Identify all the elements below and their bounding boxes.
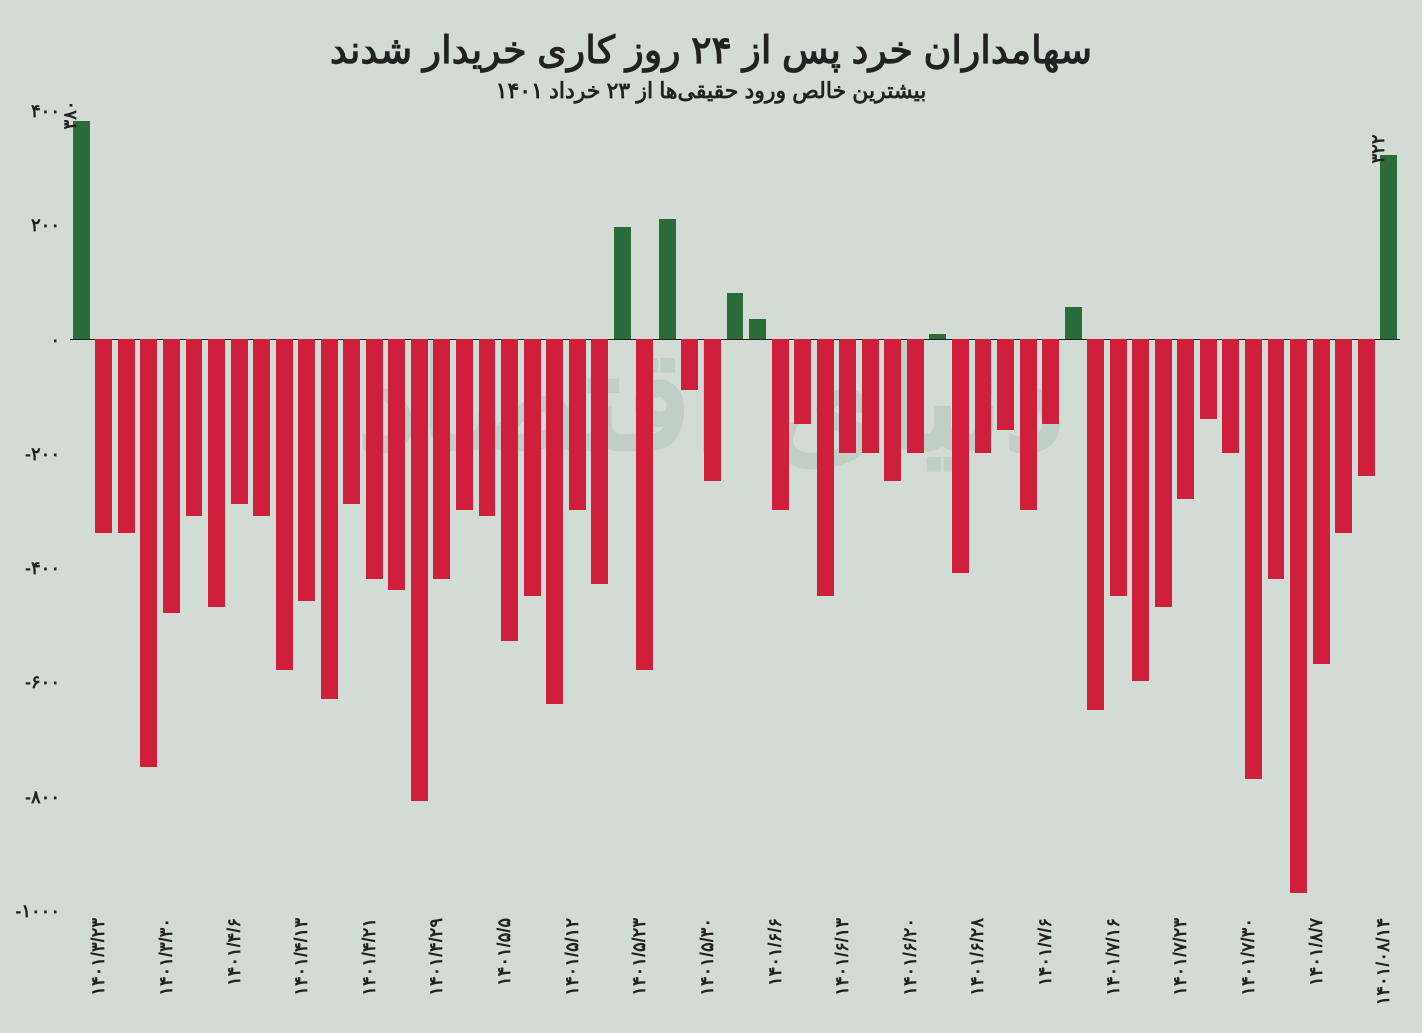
- bar: [1020, 339, 1037, 510]
- x-axis-tick-label: ۱۴۰۱/۰۸/۱۴: [1373, 918, 1394, 1005]
- bar: [456, 339, 473, 510]
- x-axis-tick-label: ۱۴۰۱/۶/۲۸: [967, 918, 988, 996]
- bar: [772, 339, 789, 510]
- bar: [1222, 339, 1239, 453]
- x-axis-tick-label: ۱۴۰۱/۸/۷: [1306, 918, 1327, 986]
- x-axis-tick-label: ۱۴۰۱/۳/۲۳: [88, 918, 109, 996]
- bar: [1065, 307, 1082, 338]
- bar: [1380, 155, 1397, 339]
- bar: [366, 339, 383, 579]
- y-axis-tick-label: -۶۰۰: [0, 672, 60, 693]
- bar: [298, 339, 315, 602]
- y-axis-tick-label: ۲۰۰: [0, 215, 60, 236]
- bar: [276, 339, 293, 670]
- y-axis-tick-label: -۴۰۰: [0, 558, 60, 579]
- bar: [975, 339, 992, 453]
- bar: [636, 339, 653, 670]
- bar: [614, 227, 631, 338]
- bar: [411, 339, 428, 802]
- x-axis-tick-label: ۱۴۰۱/۶/۲۰: [900, 918, 921, 996]
- bar: [163, 339, 180, 613]
- y-axis-tick-label: ۴۰۰: [0, 101, 60, 122]
- bar: [884, 339, 901, 482]
- bar: [1177, 339, 1194, 499]
- bar: [321, 339, 338, 699]
- x-axis-tick-label: ۱۴۰۱/۷/۱۶: [1103, 918, 1124, 996]
- bar: [794, 339, 811, 425]
- bar: [1200, 339, 1217, 419]
- y-axis-tick-label: ۰: [0, 330, 60, 351]
- bar-chart: دنیای اقتصادسهامداران خرد پس از ۲۴ روز ک…: [0, 0, 1422, 1033]
- bar: [704, 339, 721, 482]
- bar: [1132, 339, 1149, 682]
- bar: [343, 339, 360, 505]
- bar: [95, 339, 112, 533]
- bar: [1335, 339, 1352, 533]
- bar: [253, 339, 270, 516]
- bar: [1087, 339, 1104, 710]
- bar: [727, 293, 744, 339]
- bar: [208, 339, 225, 608]
- bar: [1290, 339, 1307, 893]
- x-axis-tick-label: ۱۴۰۱/۵/۵: [494, 918, 515, 986]
- plot-area: ۳۸۰۳۲۲: [70, 110, 1400, 910]
- bar: [1042, 339, 1059, 425]
- bar: [1245, 339, 1262, 779]
- x-axis-tick-label: ۱۴۰۱/۷/۳۰: [1238, 918, 1259, 996]
- bar: [1358, 339, 1375, 476]
- x-axis-tick-label: ۱۴۰۱/۳/۳۰: [156, 918, 177, 996]
- y-axis-tick-label: -۸۰۰: [0, 787, 60, 808]
- x-axis-tick-label: ۱۴۰۱/۴/۶: [224, 918, 245, 986]
- y-axis-tick-label: -۱۰۰۰: [0, 901, 60, 922]
- bar: [1313, 339, 1330, 665]
- bar: [862, 339, 879, 453]
- bar-value-label: ۳۸۰: [60, 95, 81, 135]
- bar: [546, 339, 563, 705]
- bar: [524, 339, 541, 596]
- bar: [1155, 339, 1172, 608]
- bar: [749, 319, 766, 339]
- y-axis-tick-label: -۲۰۰: [0, 444, 60, 465]
- x-axis-tick-label: ۱۴۰۱/۶/۶: [765, 918, 786, 986]
- bar: [186, 339, 203, 516]
- bar: [817, 339, 834, 596]
- bar: [659, 219, 676, 339]
- bar-value-label: ۳۲۲: [1368, 129, 1389, 169]
- x-axis-tick-label: ۱۴۰۱/۵/۳۰: [697, 918, 718, 996]
- bar: [997, 339, 1014, 430]
- x-axis-tick-label: ۱۴۰۱/۴/۲۹: [426, 918, 447, 996]
- x-axis-tick-label: ۱۴۰۱/۵/۲۳: [629, 918, 650, 996]
- bar: [433, 339, 450, 579]
- bar: [140, 339, 157, 768]
- chart-subtitle: بیشترین خالص ورود حقیقی‌ها از ۲۳ خرداد ۱…: [0, 78, 1422, 104]
- bar: [73, 121, 90, 338]
- bar: [681, 339, 698, 390]
- bar: [907, 339, 924, 453]
- bar: [929, 334, 946, 339]
- bar: [388, 339, 405, 590]
- x-axis-tick-label: ۱۴۰۱/۴/۲۱: [359, 918, 380, 996]
- bar: [1110, 339, 1127, 596]
- bar: [231, 339, 248, 505]
- bar: [839, 339, 856, 453]
- x-axis-tick-label: ۱۴۰۱/۷/۲۳: [1170, 918, 1191, 996]
- bar: [479, 339, 496, 516]
- x-axis-tick-label: ۱۴۰۱/۵/۱۲: [562, 918, 583, 996]
- bar: [569, 339, 586, 510]
- chart-title: سهامداران خرد پس از ۲۴ روز کاری خریدار ش…: [0, 28, 1422, 73]
- bar: [952, 339, 969, 573]
- bar: [501, 339, 518, 642]
- bar: [118, 339, 135, 533]
- x-axis-tick-label: ۱۴۰۱/۷/۶: [1035, 918, 1056, 986]
- x-axis-tick-label: ۱۴۰۱/۴/۱۳: [291, 918, 312, 996]
- x-axis-tick-label: ۱۴۰۱/۶/۱۳: [832, 918, 853, 996]
- bar: [591, 339, 608, 585]
- bar: [1268, 339, 1285, 579]
